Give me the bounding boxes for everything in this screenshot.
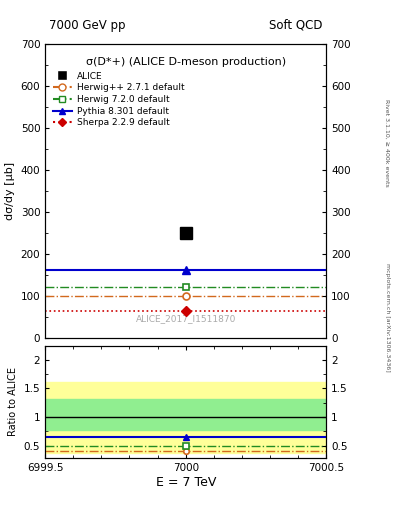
Y-axis label: dσ/dy [μb]: dσ/dy [μb] [5,162,15,220]
Text: mcplots.cern.ch [arXiv:1306.3436]: mcplots.cern.ch [arXiv:1306.3436] [385,263,389,372]
Text: 7000 GeV pp: 7000 GeV pp [49,18,126,32]
X-axis label: E = 7 TeV: E = 7 TeV [156,476,216,489]
Y-axis label: Ratio to ALICE: Ratio to ALICE [8,368,18,436]
Legend: ALICE, Herwig++ 2.7.1 default, Herwig 7.2.0 default, Pythia 8.301 default, Sherp: ALICE, Herwig++ 2.7.1 default, Herwig 7.… [53,72,185,127]
Text: Soft QCD: Soft QCD [269,18,322,32]
Text: Rivet 3.1.10, ≥ 400k events: Rivet 3.1.10, ≥ 400k events [385,99,389,187]
Text: ALICE_2017_I1511870: ALICE_2017_I1511870 [136,314,236,323]
Text: σ(D*+) (ALICE D-meson production): σ(D*+) (ALICE D-meson production) [86,57,286,67]
